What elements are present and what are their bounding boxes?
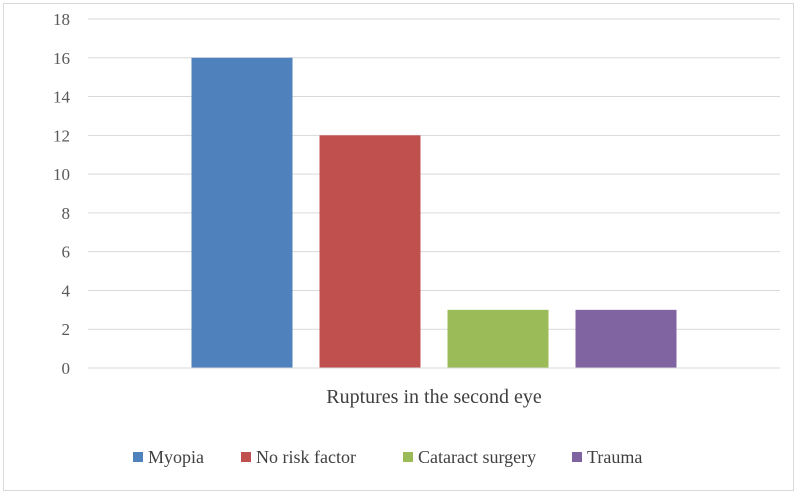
y-axis: 0 2 4 6 8 10 12 14 16 18 <box>53 10 71 378</box>
bars <box>191 57 677 369</box>
y-tick-label: 10 <box>53 165 70 184</box>
bar-trauma <box>575 309 677 368</box>
bar-no-risk-factor <box>319 135 421 368</box>
legend-swatch-no-risk-factor <box>241 452 251 462</box>
legend: Myopia No risk factor Cataract surgery Trau… <box>133 447 642 467</box>
x-axis-labels: Ruptures in the second eye <box>326 386 542 408</box>
y-tick-label: 6 <box>62 243 71 262</box>
y-tick-label: 18 <box>53 10 70 29</box>
x-category-label: Ruptures in the second eye <box>326 386 542 408</box>
bar-cataract-surgery <box>447 309 549 368</box>
legend-label-no-risk-factor: No risk factor <box>256 447 356 467</box>
y-tick-label: 16 <box>53 49 70 68</box>
legend-swatch-myopia <box>133 452 143 462</box>
legend-label-cataract-surgery: Cataract surgery <box>418 447 536 467</box>
bar-myopia <box>191 57 293 369</box>
legend-swatch-cataract-surgery <box>403 452 413 462</box>
legend-label-trauma: Trauma <box>587 447 642 467</box>
legend-swatch-trauma <box>572 452 582 462</box>
y-tick-label: 14 <box>53 88 71 107</box>
y-tick-label: 2 <box>62 320 71 339</box>
legend-label-myopia: Myopia <box>148 447 204 467</box>
y-tick-label: 12 <box>53 126 70 145</box>
y-tick-label: 4 <box>62 281 71 300</box>
y-tick-label: 0 <box>62 359 71 378</box>
y-tick-label: 8 <box>62 204 71 223</box>
